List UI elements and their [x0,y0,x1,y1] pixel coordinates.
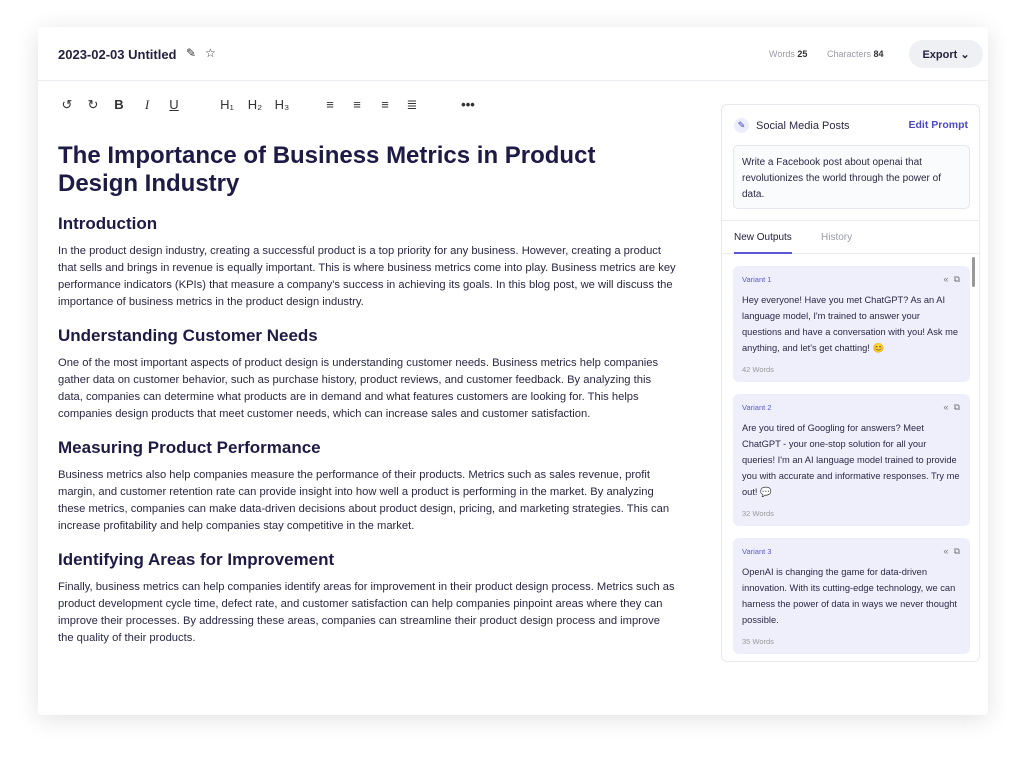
insert-icon[interactable]: « [943,546,949,556]
variant-name: Variant 2 [742,403,772,412]
copy-icon[interactable]: ⧉ [953,546,960,556]
section-heading: Measuring Product Performance [58,438,321,457]
variant-name: Variant 1 [742,275,772,284]
document-body[interactable]: The Importance of Business Metrics in Pr… [58,142,678,662]
variant-card[interactable]: Variant 2 « ⧉ Are you tired of Googling … [733,394,970,526]
export-button[interactable]: Export ⌄ [909,40,983,68]
section-paragraph: One of the most important aspects of pro… [58,357,659,420]
variant-card[interactable]: Variant 3 « ⧉ OpenAI is changing the gam… [733,538,970,654]
bold-icon[interactable]: B [114,97,124,112]
heading3-button[interactable]: H₃ [274,97,290,112]
align-justify-icon[interactable]: ≣ [406,97,418,112]
align-center-icon[interactable]: ≡ [353,97,361,112]
insert-icon[interactable]: « [943,402,949,412]
edit-prompt-link[interactable]: Edit Prompt [908,119,969,131]
variant-list: Variant 1 « ⧉ Hey everyone! Have you met… [733,266,970,661]
variant-word-count: 35 Words [742,637,774,646]
chars-label: Characters [827,49,872,59]
pencil-icon: ✎ [734,118,749,133]
document-title: 2023-02-03 Untitled [58,47,177,62]
editor-window: 2023-02-03 Untitled ✎ ☆ Words 25 Charact… [38,27,988,715]
italic-icon[interactable]: I [144,97,150,112]
panel-title-label: Social Media Posts [756,119,850,132]
variant-name: Variant 3 [742,547,772,556]
section-paragraph: Business metrics also help companies mea… [58,469,670,532]
document-heading: The Importance of Business Metrics in Pr… [58,142,596,197]
chevron-down-icon: ⌄ [960,48,970,61]
export-label: Export [922,48,958,61]
chars-value: 84 [873,49,884,59]
section-paragraph: Finally, business metrics can help compa… [58,581,675,644]
heading2-button[interactable]: H₂ [247,97,263,112]
variant-text: Hey everyone! Have you met ChatGPT? As a… [742,295,959,353]
variant-word-count: 32 Words [742,509,774,518]
insert-icon[interactable]: « [943,274,949,284]
tab-history[interactable]: History [821,232,853,243]
star-icon[interactable]: ☆ [205,46,216,60]
copy-icon[interactable]: ⧉ [953,402,960,412]
underline-icon[interactable]: U [169,97,179,112]
header: 2023-02-03 Untitled ✎ ☆ Words 25 Charact… [38,27,988,81]
redo-icon[interactable]: ↻ [87,97,99,112]
section-heading: Identifying Areas for Improvement [58,550,335,569]
char-count: Characters 84 [827,49,884,59]
panel-title: ✎ Social Media Posts [734,118,850,133]
scrollbar[interactable] [972,257,975,287]
variant-text: OpenAI is changing the game for data-dri… [742,567,957,625]
words-value: 25 [797,49,808,59]
align-right-icon[interactable]: ≡ [381,97,389,112]
word-count: Words 25 [769,49,807,59]
words-label: Words [769,49,795,59]
section-heading: Understanding Customer Needs [58,326,318,345]
tab-new-outputs[interactable]: New Outputs [734,232,792,254]
section-heading: Introduction [58,214,158,233]
prompt-text[interactable]: Write a Facebook post about openai that … [733,145,970,209]
variant-text: Are you tired of Googling for answers? M… [742,423,960,497]
variant-card[interactable]: Variant 1 « ⧉ Hey everyone! Have you met… [733,266,970,382]
section-paragraph: In the product design industry, creating… [58,245,676,308]
heading1-button[interactable]: H₁ [220,97,234,112]
variant-word-count: 42 Words [742,365,774,374]
edit-icon[interactable]: ✎ [186,46,197,60]
ai-panel: ✎ Social Media Posts Edit Prompt Write a … [721,104,980,662]
align-left-icon[interactable]: ≡ [326,97,334,112]
output-tabs: New Outputs History [722,220,979,254]
undo-icon[interactable]: ↺ [61,97,73,112]
copy-icon[interactable]: ⧉ [953,274,960,284]
more-icon[interactable]: ••• [461,97,475,112]
